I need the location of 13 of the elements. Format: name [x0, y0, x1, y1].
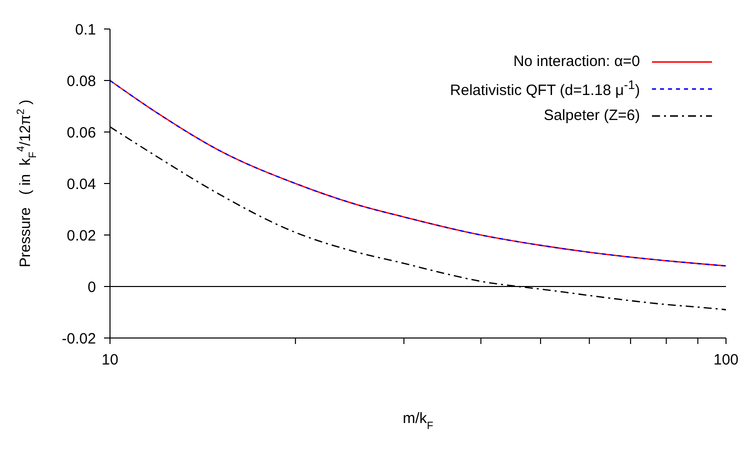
x-tick-label: 10 [102, 352, 118, 369]
y-tick-label: 0.02 [66, 227, 96, 244]
y-tick-label: 0.06 [66, 124, 96, 142]
y-tick-label: 0 [88, 278, 96, 296]
y-tick-label: 0.08 [66, 72, 96, 90]
x-tick-label: 100 [713, 352, 739, 369]
y-tick-label: 0.1 [75, 21, 96, 38]
y-tick-label: -0.02 [62, 330, 96, 348]
legend-label: No interaction: α=0 [513, 53, 640, 70]
legend-label: Relativistic QFT (d=1.18 μ$^{-1}$) [450, 78, 640, 99]
x-axis-title: m/k$_{F}$ [402, 410, 434, 432]
y-tick-label: 0.04 [66, 176, 96, 193]
legend-label: Salpeter (Z=6) [544, 107, 640, 124]
